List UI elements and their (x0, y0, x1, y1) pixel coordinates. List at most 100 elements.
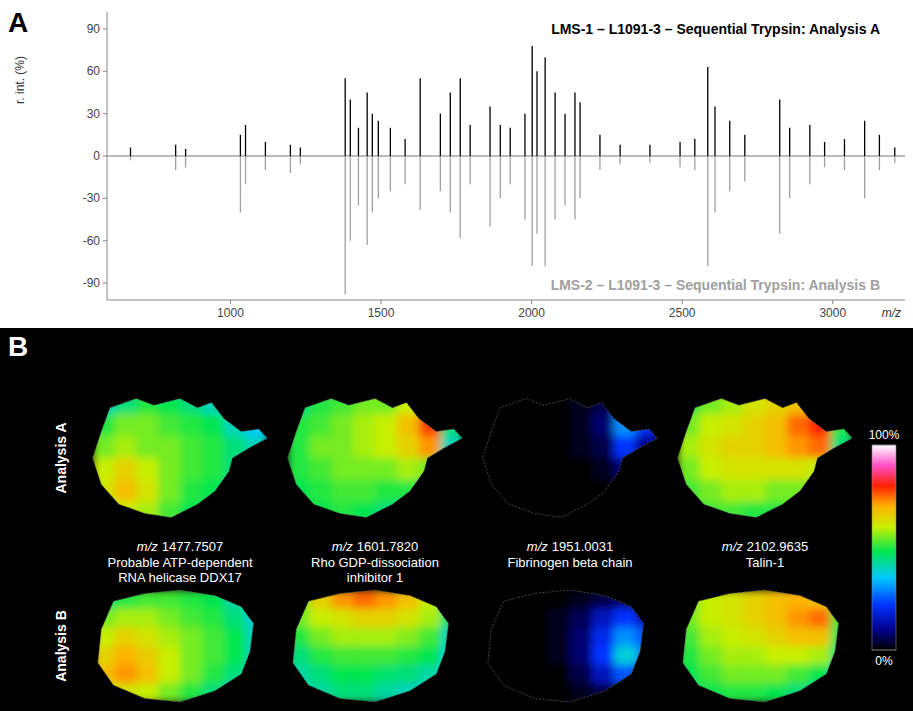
heat-cell (721, 436, 743, 459)
peak (175, 156, 176, 170)
heat-cell (592, 590, 614, 609)
heat-cell (678, 480, 700, 503)
heat-cell (441, 392, 463, 415)
series-label: LMS-1 – L1091-3 – Sequential Trypsin: An… (551, 21, 880, 37)
heat-cell (636, 392, 658, 415)
heat-cell (809, 414, 831, 437)
mz-caption: m/z2102.9635 (722, 539, 808, 554)
heat-cell (93, 609, 115, 628)
heat-cell (419, 458, 441, 481)
peak (489, 107, 490, 156)
peak (460, 156, 461, 238)
heat-cell (158, 502, 180, 525)
peak (564, 156, 565, 205)
panel-background (0, 328, 913, 711)
heat-cell (202, 627, 224, 646)
heat-cell (614, 590, 636, 609)
heat-cell (136, 665, 158, 684)
heat-cell (526, 392, 548, 415)
heat-cell (787, 646, 809, 665)
peak (532, 156, 533, 266)
heat-cell (375, 627, 397, 646)
peak (372, 156, 373, 212)
heat-cell (483, 646, 505, 665)
heat-cell (504, 646, 526, 665)
mz-value: 1951.0031 (552, 539, 613, 554)
heat-cell (441, 458, 463, 481)
heat-cell (765, 480, 787, 503)
heat-cell (831, 627, 853, 646)
heat-cell (136, 627, 158, 646)
heat-cell (526, 480, 548, 503)
heat-cell (202, 458, 224, 481)
peak (554, 156, 555, 220)
heat-cell (636, 683, 658, 702)
heat-cell (548, 502, 570, 525)
heat-cell (353, 480, 375, 503)
tissue-outline (293, 590, 449, 702)
peak (809, 156, 810, 184)
heat-cell (441, 665, 463, 684)
peak (809, 125, 810, 156)
peak (554, 92, 555, 156)
heat-cell (614, 436, 636, 459)
heat-cell (548, 627, 570, 646)
heat-cell (224, 436, 246, 459)
peak (599, 156, 600, 170)
heat-cell (504, 665, 526, 684)
heat-cell (743, 646, 765, 665)
heat-cell (636, 480, 658, 503)
heat-cell (831, 480, 853, 503)
heat-cell (114, 609, 136, 628)
heat-cell (114, 458, 136, 481)
peak (510, 156, 511, 184)
heat-cell (419, 502, 441, 525)
ion-image (678, 392, 854, 525)
peak (744, 156, 745, 181)
heat-cell (331, 436, 353, 459)
heat-cell (526, 436, 548, 459)
heat-cell (809, 436, 831, 459)
heat-cell (353, 646, 375, 665)
peak (440, 114, 441, 156)
ion-image (483, 590, 659, 703)
heat-cell (114, 665, 136, 684)
name-line: RNA helicase DDX17 (118, 570, 242, 585)
peak (744, 135, 745, 156)
heat-cell (419, 414, 441, 437)
heat-cell (699, 609, 721, 628)
heat-cell (309, 665, 331, 684)
heat-cell (504, 683, 526, 702)
ion-cells (483, 392, 659, 525)
heat-cell (699, 436, 721, 459)
peak (510, 128, 511, 156)
peak (130, 148, 131, 156)
heat-cell (331, 646, 353, 665)
heat-cell (114, 414, 136, 437)
heat-cell (699, 665, 721, 684)
peak (245, 125, 246, 156)
peak (130, 156, 131, 160)
y-tick-label: -90 (83, 276, 101, 290)
heat-cell (614, 609, 636, 628)
heat-cell (353, 436, 375, 459)
heat-cell (570, 480, 592, 503)
peak (579, 156, 580, 198)
heat-cell (441, 609, 463, 628)
heat-cell (809, 392, 831, 415)
heat-cell (548, 609, 570, 628)
heat-cell (765, 609, 787, 628)
y-tick (103, 28, 107, 29)
heat-cell (353, 609, 375, 628)
heat-cell (743, 480, 765, 503)
heat-cell (831, 502, 853, 525)
peak (390, 156, 391, 191)
heat-cell (309, 392, 331, 415)
y-tick (103, 71, 107, 72)
heat-cell (136, 590, 158, 609)
heat-cell (397, 609, 419, 628)
heat-cell (548, 683, 570, 702)
heat-cell (353, 414, 375, 437)
heat-cell (397, 665, 419, 684)
heat-cell (246, 609, 268, 628)
